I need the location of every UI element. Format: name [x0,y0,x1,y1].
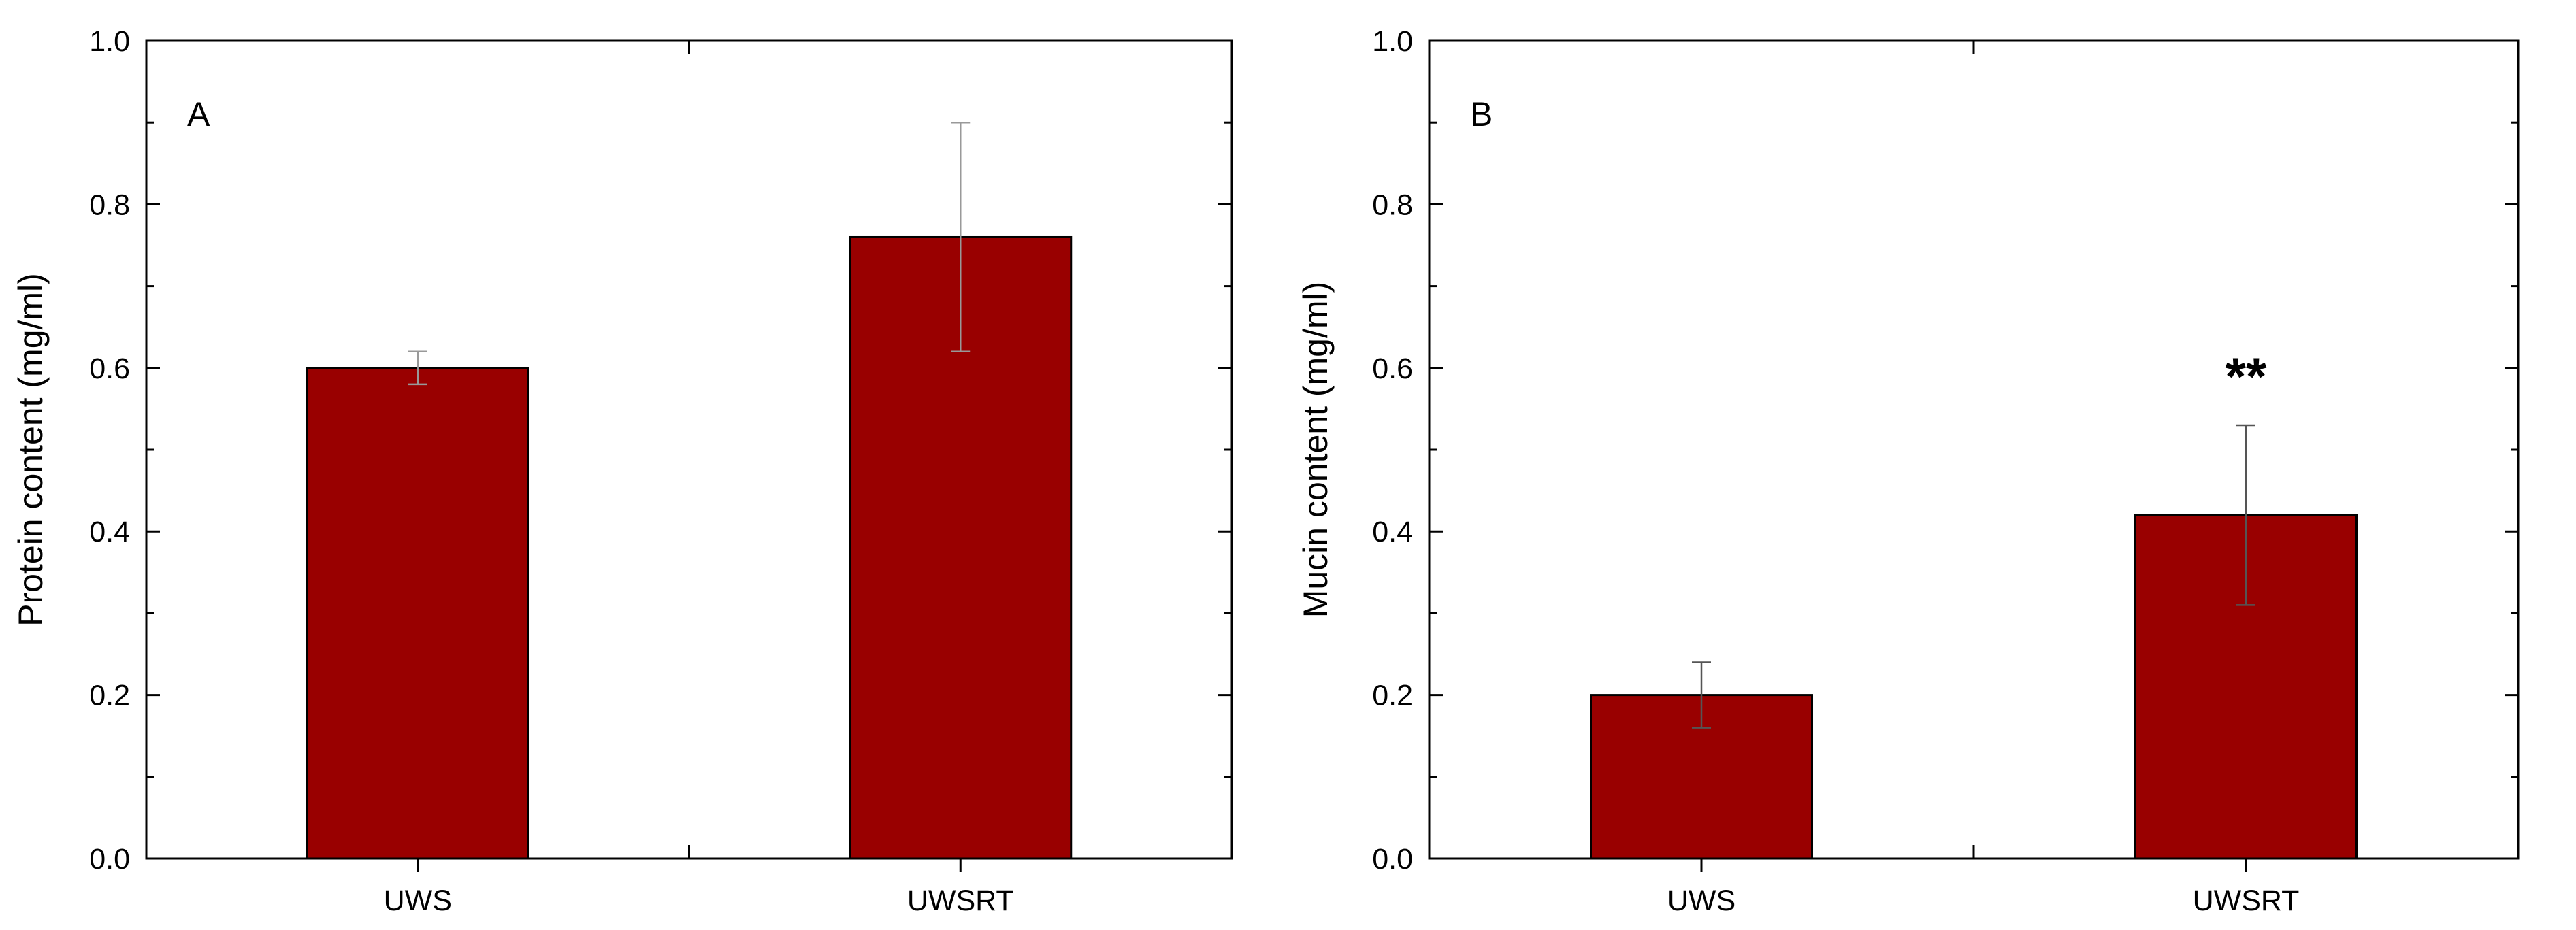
x-tick-label: UWSRT [2193,884,2300,917]
y-tick-label: 0.8 [89,188,130,221]
y-tick-label: 1.0 [89,25,130,58]
panel-label: A [187,95,210,133]
y-tick-label: 0.4 [89,516,130,548]
error-bar-uwsrt [951,121,971,353]
y-tick-label: 0.0 [89,843,130,876]
error-bar-uwsrt [2236,424,2255,606]
y-tick-label: 0.0 [1372,843,1413,876]
error-bar-uws [408,350,427,386]
y-tick-label: 0.8 [1372,188,1413,221]
y-tick-label: 0.6 [1372,352,1413,385]
x-tick-label: UWSRT [907,884,1014,917]
y-tick-label: 0.6 [89,352,130,385]
y-axis-title: Mucin content (mg/ml) [1297,282,1335,618]
y-tick-label: 0.2 [1372,680,1413,712]
bar-uws [306,367,529,860]
y-tick-label: 1.0 [1372,25,1413,58]
significance-marker: ** [2226,346,2267,406]
x-tick-label: UWS [1667,884,1735,917]
y-tick-label: 0.4 [1372,516,1413,548]
x-tick-label: UWS [384,884,452,917]
y-tick-label: 0.2 [89,680,130,712]
y-axis-title: Protein content (mg/ml) [12,273,50,627]
error-bar-uws [1692,661,1711,729]
panel-label: B [1470,95,1493,133]
chart-panel-B: 0.0 0.2 0.4 0.6 0.8 1.0 UWS UWSRT ** B Mucin conte… [1297,25,2520,917]
chart-panel-A: 0.0 0.2 0.4 0.6 0.8 1.0 UWS UWSRT A Protein conte… [12,25,1233,917]
